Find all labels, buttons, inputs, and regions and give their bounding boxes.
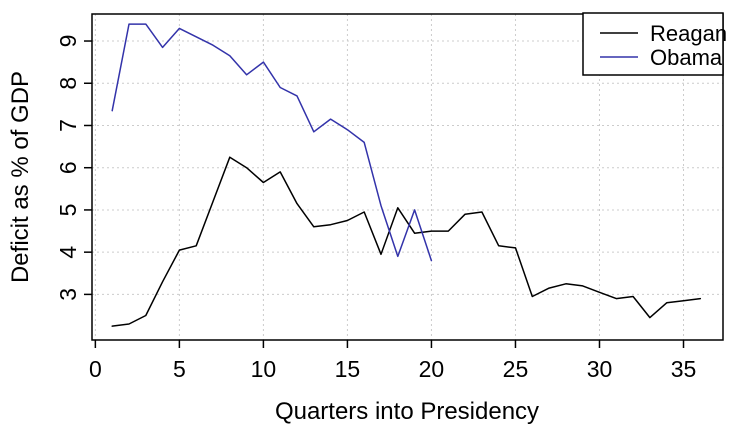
legend-box: [582, 12, 724, 76]
x-axis-label: Quarters into Presidency: [275, 398, 539, 425]
y-tick-label: 9: [55, 35, 81, 48]
series-line-obama: [111, 23, 433, 262]
y-tick-label: 8: [55, 77, 81, 90]
data-series: [111, 23, 702, 327]
plot-border: [91, 13, 724, 341]
legend-reagan-label: Reagan: [650, 21, 727, 46]
legend: Reagan Obama: [582, 12, 727, 76]
x-tick-label: 25: [503, 356, 529, 382]
y-tick-label: 7: [55, 119, 81, 132]
x-tick-label: 35: [671, 356, 697, 382]
x-tick-label: 15: [335, 356, 361, 382]
legend-obama-label: Obama: [650, 45, 723, 70]
y-tick-label: 5: [55, 204, 81, 217]
y-axis-label: Deficit as % of GDP: [7, 71, 34, 283]
x-tick-label: 30: [587, 356, 613, 382]
grid-lines: [92, 14, 723, 340]
y-tick-label: 6: [55, 161, 81, 174]
x-tick-label: 20: [419, 356, 445, 382]
x-tick-label: 5: [173, 356, 186, 382]
x-tick-label: 0: [89, 356, 102, 382]
series-line-reagan: [111, 156, 702, 327]
y-tick-label: 3: [55, 288, 81, 301]
y-tick-label: 4: [55, 246, 81, 259]
x-tick-label: 10: [251, 356, 277, 382]
axis-ticks: 0 5 10 15 20 25 30 35 3 4 5 6 7 8 9: [55, 35, 696, 382]
